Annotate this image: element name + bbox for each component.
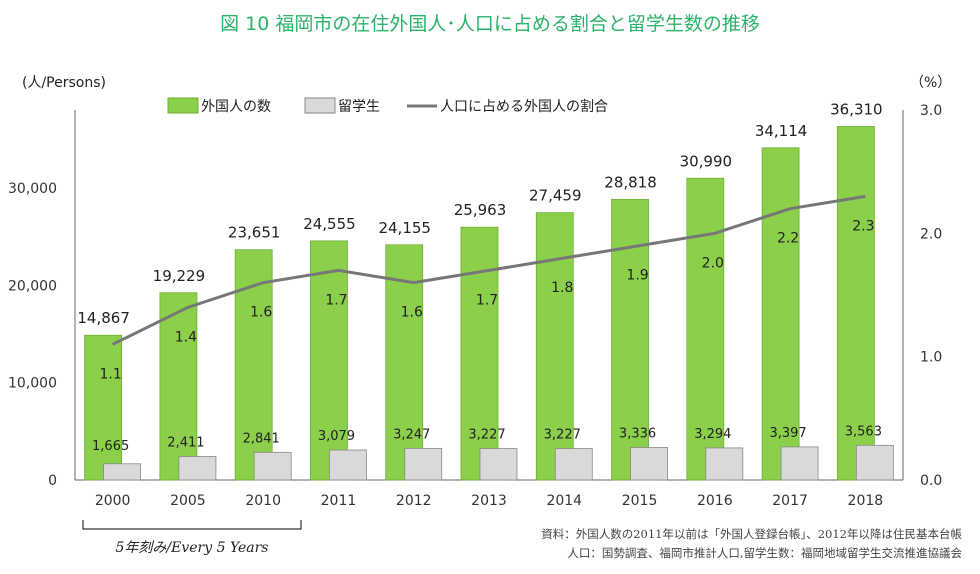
label-students: 3,079 (318, 429, 355, 444)
label-ratio: 2.2 (777, 231, 799, 247)
label-students: 2,411 (167, 436, 204, 451)
legend-label-foreign-residents: 外国人の数 (201, 99, 271, 115)
bar-students (329, 449, 367, 481)
label-foreign-residents: 30,990 (680, 152, 733, 170)
bar-foreign-residents (84, 334, 123, 481)
bar-students (855, 444, 894, 481)
right-tick-label: 1.0 (920, 350, 942, 366)
bar-students (479, 448, 518, 481)
label-students: 2,841 (243, 431, 280, 446)
x-tick-label: 2005 (170, 493, 206, 509)
chart-title: 図 10 福岡市の在住外国人･人口に占める割合と留学生数の推移 (220, 13, 760, 35)
legend-label-students: 留学生 (338, 99, 380, 115)
left-tick-label: 20,000 (8, 278, 57, 294)
left-tick-label: 10,000 (8, 376, 57, 392)
right-tick-label: 0.0 (920, 473, 942, 489)
label-foreign-residents: 36,310 (830, 100, 883, 118)
left-tick-label: 30,000 (8, 181, 57, 197)
x-tick-label: 2010 (245, 493, 281, 509)
x-tick-label: 2018 (848, 493, 884, 509)
right-tick-label: 3.0 (920, 103, 942, 119)
left-tick-label: 0 (48, 473, 57, 489)
x-tick-label: 2014 (546, 493, 582, 509)
label-foreign-residents: 23,651 (228, 224, 281, 242)
label-students: 3,563 (845, 424, 882, 439)
x-tick-label: 2011 (321, 493, 357, 509)
bar-students (705, 447, 744, 481)
x-tick-label: 2016 (697, 493, 733, 509)
label-foreign-residents: 24,555 (303, 215, 356, 233)
label-foreign-residents: 25,963 (454, 201, 507, 219)
label-ratio: 1.7 (325, 292, 347, 308)
students-bars (103, 444, 894, 481)
x-tick-label: 2000 (95, 493, 131, 509)
label-ratio: 1.1 (100, 366, 122, 382)
bar-foreign-residents (385, 244, 424, 481)
bar-foreign-residents (836, 126, 875, 481)
bar-foreign-residents (234, 249, 273, 481)
legend-label-ratio: 人口に占める外国人の割合 (440, 98, 608, 115)
label-students: 3,227 (468, 428, 505, 443)
label-students: 1,665 (92, 439, 129, 454)
data-labels: 14,867 1,665 1.1 19,229 2,411 1.4 23,651 2,841 1… (77, 100, 882, 454)
axes: 0 10,000 20,000 30,000 0.0 1.0 2.0 3.0 2000 2005 2… (8, 103, 942, 509)
label-ratio: 1.7 (476, 292, 498, 308)
right-tick-label: 2.0 (920, 226, 942, 242)
label-students: 3,227 (544, 428, 581, 443)
label-students: 3,397 (769, 426, 806, 441)
legend-swatch-foreign-residents (167, 97, 199, 114)
bar-foreign-residents (159, 292, 198, 481)
right-axis-label: （%） (910, 75, 951, 91)
label-foreign-residents: 24,155 (378, 219, 431, 237)
bar-students (780, 446, 819, 481)
bar-students (103, 463, 142, 481)
legend: 外国人の数 留学生 人口に占める外国人の割合 (167, 97, 608, 115)
bar-students (554, 448, 593, 481)
bracket-label: 5年刻み/Every 5 Years (116, 540, 269, 556)
legend-swatch-students (304, 97, 336, 114)
bar-foreign-residents (761, 147, 800, 481)
source-note-2: 人口：国勢調査、福岡市推計人口,留学生数：福岡地域留学生交流推進協議会 (567, 546, 962, 560)
bar-students (630, 447, 668, 481)
label-foreign-residents: 28,818 (604, 173, 657, 191)
label-foreign-residents: 19,229 (153, 267, 206, 285)
x-tick-label: 2017 (772, 493, 808, 509)
label-ratio: 1.6 (401, 305, 423, 321)
bar-students (404, 447, 443, 481)
label-ratio: 1.9 (626, 268, 648, 284)
x-tick-label: 2015 (622, 493, 658, 509)
label-ratio: 2.3 (852, 218, 874, 234)
ratio-line (111, 194, 866, 346)
bar-students (178, 456, 217, 481)
ratio-line-path (111, 194, 866, 346)
bracket: 5年刻み/Every 5 Years (82, 520, 302, 556)
bar-foreign-residents (686, 177, 725, 481)
label-foreign-residents: 14,867 (77, 309, 130, 327)
x-tick-label: 2012 (396, 493, 432, 509)
label-foreign-residents: 27,459 (529, 187, 582, 205)
label-foreign-residents: 34,114 (755, 122, 808, 140)
label-ratio: 1.6 (250, 305, 272, 321)
label-students: 3,294 (694, 427, 731, 442)
foreign-residents-bars (84, 126, 875, 481)
label-ratio: 2.0 (702, 255, 724, 271)
bar-foreign-residents (310, 240, 348, 481)
label-students: 3,247 (393, 427, 430, 442)
left-axis-label: (人/Persons) (22, 75, 106, 91)
x-tick-label: 2013 (471, 493, 507, 509)
label-ratio: 1.8 (551, 280, 573, 296)
label-students: 3,336 (619, 427, 656, 442)
source-note-1: 資料：外国人数の2011年以前は「外国人登録台帳」、2012年以降は住民基本台帳 (541, 527, 962, 541)
bar-students (253, 451, 292, 481)
label-ratio: 1.4 (175, 329, 197, 345)
